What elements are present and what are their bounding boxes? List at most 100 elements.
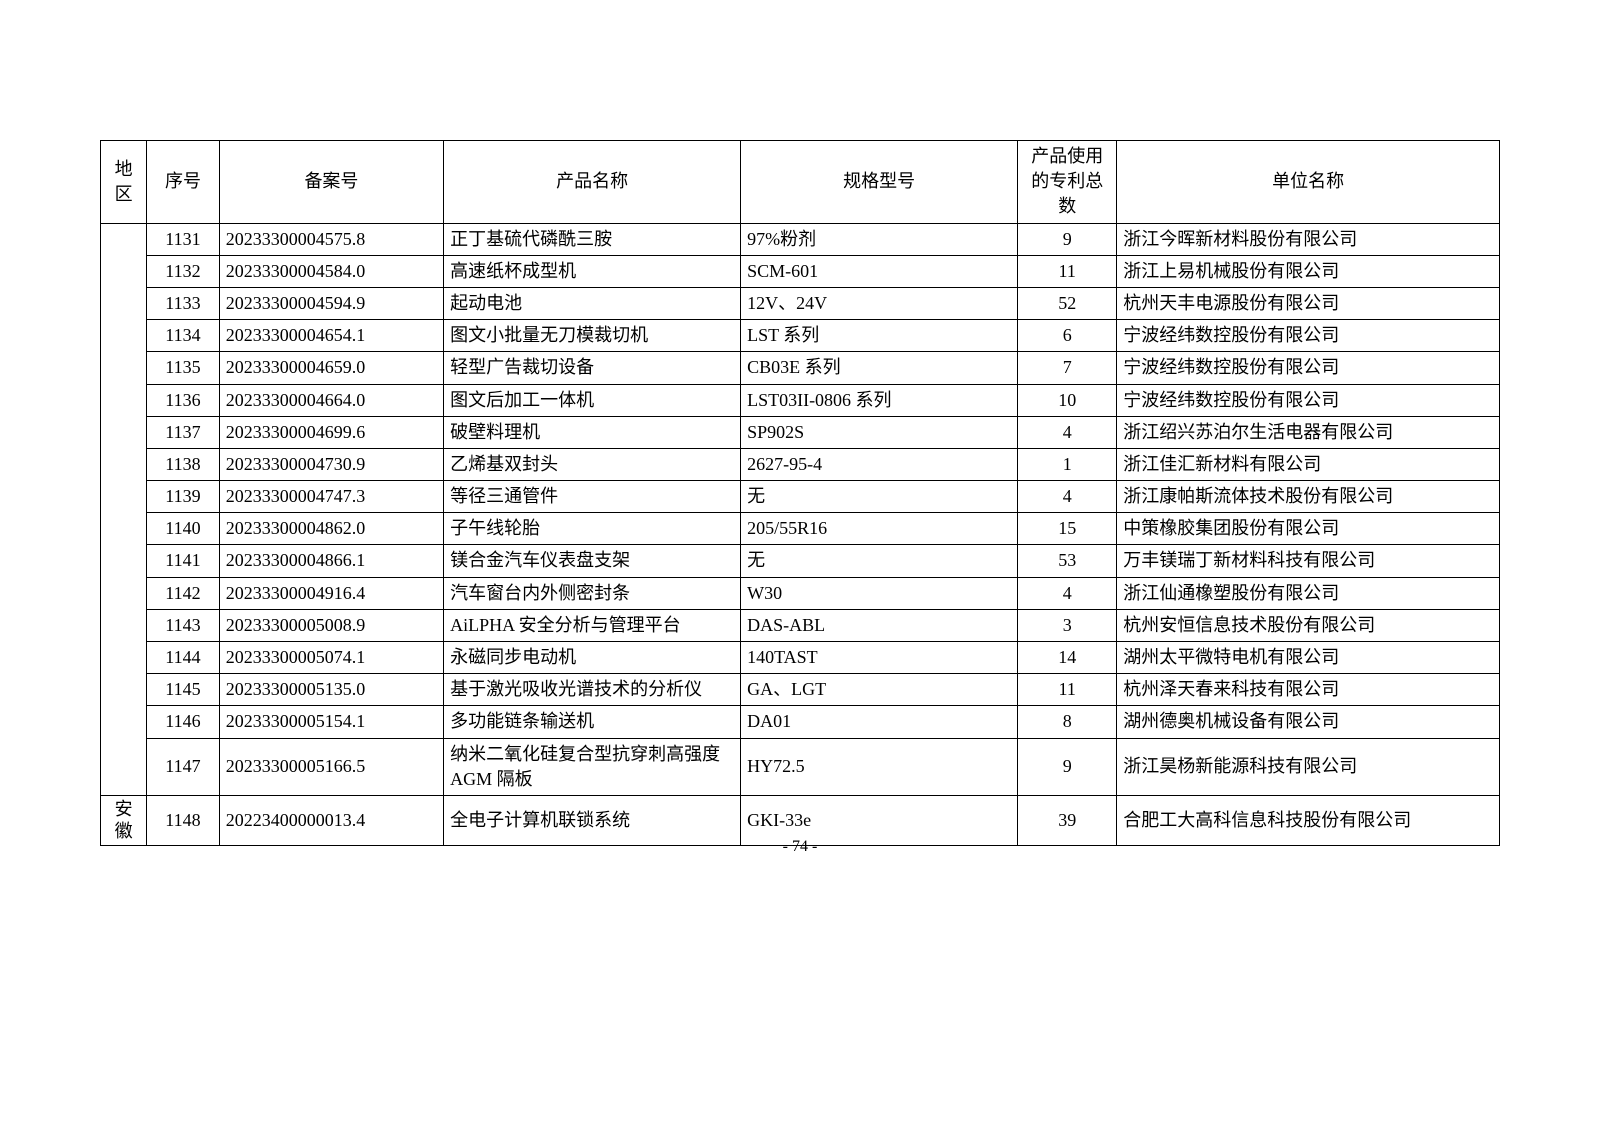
- header-region: 地区: [101, 141, 147, 224]
- cell-product: 永磁同步电动机: [444, 642, 741, 674]
- cell-spec: 12V、24V: [741, 287, 1018, 319]
- cell-spec: 2627-95-4: [741, 448, 1018, 480]
- cell-patent: 4: [1018, 577, 1117, 609]
- page-container: 地区 序号 备案号 产品名称 规格型号 产品使用的专利总数 单位名称 11312…: [0, 0, 1600, 846]
- cell-patent: 8: [1018, 706, 1117, 738]
- table-row: 113220233300004584.0高速纸杯成型机SCM-60111浙江上易…: [101, 255, 1500, 287]
- cell-company: 杭州天丰电源股份有限公司: [1117, 287, 1500, 319]
- cell-spec: LST 系列: [741, 320, 1018, 352]
- cell-patent: 4: [1018, 416, 1117, 448]
- cell-company: 浙江上易机械股份有限公司: [1117, 255, 1500, 287]
- header-product: 产品名称: [444, 141, 741, 224]
- cell-patent: 9: [1018, 738, 1117, 795]
- cell-company: 杭州安恒信息技术股份有限公司: [1117, 609, 1500, 641]
- cell-product: 纳米二氧化硅复合型抗穿刺高强度 AGM 隔板: [444, 738, 741, 795]
- cell-record: 20233300004916.4: [219, 577, 443, 609]
- cell-patent: 10: [1018, 384, 1117, 416]
- cell-patent: 7: [1018, 352, 1117, 384]
- table-header: 地区 序号 备案号 产品名称 规格型号 产品使用的专利总数 单位名称: [101, 141, 1500, 224]
- cell-spec: 无: [741, 481, 1018, 513]
- cell-product: 汽车窗台内外侧密封条: [444, 577, 741, 609]
- table-row: 114220233300004916.4汽车窗台内外侧密封条W304浙江仙通橡塑…: [101, 577, 1500, 609]
- cell-patent: 53: [1018, 545, 1117, 577]
- cell-product: 高速纸杯成型机: [444, 255, 741, 287]
- cell-product: 多功能链条输送机: [444, 706, 741, 738]
- cell-record: 20233300004862.0: [219, 513, 443, 545]
- cell-spec: GA、LGT: [741, 674, 1018, 706]
- cell-company: 宁波经纬数控股份有限公司: [1117, 320, 1500, 352]
- table-row: 114620233300005154.1多功能链条输送机DA018湖州德奥机械设…: [101, 706, 1500, 738]
- header-company: 单位名称: [1117, 141, 1500, 224]
- table-row: 114020233300004862.0子午线轮胎205/55R1615中策橡胶…: [101, 513, 1500, 545]
- cell-patent: 9: [1018, 223, 1117, 255]
- cell-company: 浙江绍兴苏泊尔生活电器有限公司: [1117, 416, 1500, 448]
- cell-company: 浙江昊杨新能源科技有限公司: [1117, 738, 1500, 795]
- cell-product: 子午线轮胎: [444, 513, 741, 545]
- cell-record: 20233300004654.1: [219, 320, 443, 352]
- cell-record: 20233300004575.8: [219, 223, 443, 255]
- cell-spec: SP902S: [741, 416, 1018, 448]
- cell-company: 浙江佳汇新材料有限公司: [1117, 448, 1500, 480]
- cell-record: 20233300004730.9: [219, 448, 443, 480]
- cell-seq: 1136: [147, 384, 220, 416]
- cell-company: 湖州德奥机械设备有限公司: [1117, 706, 1500, 738]
- cell-seq: 1133: [147, 287, 220, 319]
- cell-product: 乙烯基双封头: [444, 448, 741, 480]
- cell-product: AiLPHA 安全分析与管理平台: [444, 609, 741, 641]
- data-table: 地区 序号 备案号 产品名称 规格型号 产品使用的专利总数 单位名称 11312…: [100, 140, 1500, 846]
- cell-product: 图文小批量无刀模裁切机: [444, 320, 741, 352]
- table-row: 114720233300005166.5纳米二氧化硅复合型抗穿刺高强度 AGM …: [101, 738, 1500, 795]
- cell-record: 20233300004866.1: [219, 545, 443, 577]
- cell-seq: 1145: [147, 674, 220, 706]
- header-spec: 规格型号: [741, 141, 1018, 224]
- cell-product: 等径三通管件: [444, 481, 741, 513]
- table-row: 113620233300004664.0图文后加工一体机LST03II-0806…: [101, 384, 1500, 416]
- table-body: 113120233300004575.8正丁基硫代磷酰三胺97%粉剂9浙江今晖新…: [101, 223, 1500, 846]
- cell-spec: 140TAST: [741, 642, 1018, 674]
- cell-patent: 52: [1018, 287, 1117, 319]
- header-patent: 产品使用的专利总数: [1018, 141, 1117, 224]
- cell-product: 基于激光吸收光谱技术的分析仪: [444, 674, 741, 706]
- cell-product: 轻型广告裁切设备: [444, 352, 741, 384]
- cell-seq: 1134: [147, 320, 220, 352]
- cell-record: 20233300005154.1: [219, 706, 443, 738]
- cell-seq: 1131: [147, 223, 220, 255]
- cell-company: 宁波经纬数控股份有限公司: [1117, 384, 1500, 416]
- cell-spec: 无: [741, 545, 1018, 577]
- cell-seq: 1144: [147, 642, 220, 674]
- table-row: 114420233300005074.1永磁同步电动机140TAST14湖州太平…: [101, 642, 1500, 674]
- cell-product: 图文后加工一体机: [444, 384, 741, 416]
- cell-product: 起动电池: [444, 287, 741, 319]
- cell-seq: 1138: [147, 448, 220, 480]
- cell-record: 20233300004584.0: [219, 255, 443, 287]
- cell-company: 宁波经纬数控股份有限公司: [1117, 352, 1500, 384]
- cell-company: 万丰镁瑞丁新材料科技有限公司: [1117, 545, 1500, 577]
- cell-patent: 11: [1018, 255, 1117, 287]
- cell-record: 20233300004747.3: [219, 481, 443, 513]
- header-record: 备案号: [219, 141, 443, 224]
- cell-spec: CB03E 系列: [741, 352, 1018, 384]
- cell-record: 20233300005135.0: [219, 674, 443, 706]
- table-row: 114320233300005008.9AiLPHA 安全分析与管理平台DAS-…: [101, 609, 1500, 641]
- cell-spec: HY72.5: [741, 738, 1018, 795]
- cell-seq: 1139: [147, 481, 220, 513]
- cell-record: 20233300005008.9: [219, 609, 443, 641]
- cell-company: 中策橡胶集团股份有限公司: [1117, 513, 1500, 545]
- cell-company: 浙江仙通橡塑股份有限公司: [1117, 577, 1500, 609]
- cell-seq: 1137: [147, 416, 220, 448]
- cell-record: 20233300005074.1: [219, 642, 443, 674]
- cell-spec: 97%粉剂: [741, 223, 1018, 255]
- cell-patent: 15: [1018, 513, 1117, 545]
- cell-spec: 205/55R16: [741, 513, 1018, 545]
- cell-product: 破壁料理机: [444, 416, 741, 448]
- cell-seq: 1135: [147, 352, 220, 384]
- cell-patent: 3: [1018, 609, 1117, 641]
- cell-seq: 1132: [147, 255, 220, 287]
- cell-seq: 1146: [147, 706, 220, 738]
- table-row: 113720233300004699.6破壁料理机SP902S4浙江绍兴苏泊尔生…: [101, 416, 1500, 448]
- cell-product: 正丁基硫代磷酰三胺: [444, 223, 741, 255]
- table-row: 113920233300004747.3等径三通管件无4浙江康帕斯流体技术股份有…: [101, 481, 1500, 513]
- table-row: 113320233300004594.9起动电池12V、24V52杭州天丰电源股…: [101, 287, 1500, 319]
- table-row: 113820233300004730.9乙烯基双封头2627-95-41浙江佳汇…: [101, 448, 1500, 480]
- cell-record: 20233300004664.0: [219, 384, 443, 416]
